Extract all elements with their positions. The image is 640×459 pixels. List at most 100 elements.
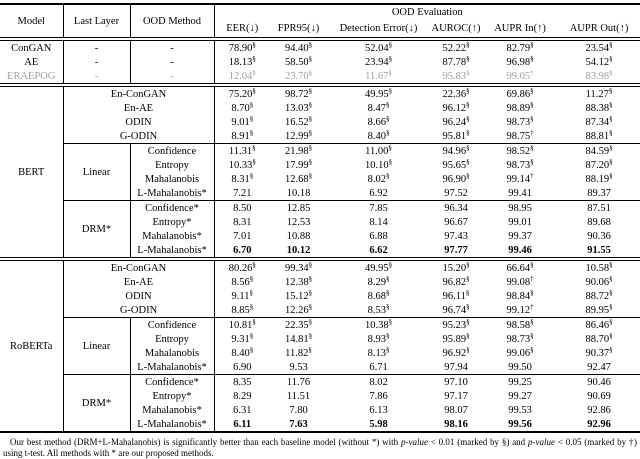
value-cell: 6.13 — [369, 404, 388, 416]
value-cell: 21.98§ — [270, 143, 327, 158]
method-cell: L-Mahalanobis* — [130, 417, 215, 432]
value-cell: 95.65§ — [442, 158, 470, 171]
value-cell: 87.51 — [558, 200, 640, 215]
value-cell: 78.90§ — [228, 40, 256, 54]
value-cell: 6.11 — [233, 418, 252, 430]
col-header-ood-method: OOD Method — [130, 4, 215, 38]
method-cell: En-ConGAN — [63, 86, 215, 101]
method-cell: En-AE — [63, 275, 215, 289]
header-divider — [0, 37, 640, 41]
col-header-aupr-out: AUPR Out(↑) — [569, 22, 629, 34]
value-cell: 11.67§ — [365, 69, 392, 82]
value-cell: 98.95 — [482, 200, 558, 215]
value-cell: 6.70 — [233, 244, 252, 256]
value-cell: 10.12 — [286, 244, 311, 256]
value-cell: 86.46§ — [558, 317, 640, 332]
value-cell: 12.38§ — [284, 275, 313, 288]
value-cell: 8.50 — [214, 200, 270, 215]
table-row: Mahalanobis* 6.31 7.80 6.13 98.07 99.53 92.86 — [0, 403, 640, 417]
value-cell: 96.67 — [444, 216, 468, 228]
value-cell: 22.36§ — [442, 86, 470, 100]
caption-segment: < 0.01 (marked by §) and — [427, 437, 529, 447]
value-cell: 98.07 — [444, 404, 468, 416]
value-cell: 82.79§ — [506, 40, 534, 54]
value-cell: 99.05† — [506, 69, 534, 82]
method-cell: Confidence* — [130, 200, 215, 215]
method-cell: Entropy — [130, 332, 215, 346]
value-cell: 92.47 — [587, 361, 611, 373]
value-cell: 95.81§ — [442, 129, 470, 142]
value-cell: 96.24§ — [442, 115, 470, 128]
col-header-model: Model — [0, 4, 64, 38]
method-cell: - — [130, 55, 215, 69]
value-cell: 7.01 — [233, 230, 252, 242]
value-cell: 97.17 — [444, 390, 468, 402]
method-cell: - — [130, 69, 215, 84]
value-cell: 97.52 — [444, 187, 468, 199]
header-divider-line — [0, 37, 640, 41]
value-cell: 8.29 — [233, 390, 252, 402]
value-cell: 98.73§ — [506, 158, 534, 171]
value-cell: 10.88 — [286, 230, 311, 242]
value-cell: 89.37 — [587, 187, 611, 199]
value-cell: 99.12† — [506, 303, 534, 316]
value-cell: 11.51 — [286, 390, 311, 402]
value-cell: 88.81§ — [585, 129, 613, 142]
value-cell: 99.34§ — [284, 260, 313, 274]
value-cell: 9.53 — [289, 361, 308, 373]
value-cell: 88.19§ — [585, 172, 613, 185]
value-cell: 14.81§ — [284, 332, 313, 345]
value-cell: 99.08† — [506, 275, 534, 288]
value-cell: 8.31 — [233, 216, 252, 228]
value-cell: 96.98§ — [506, 55, 534, 68]
method-cell: En-ConGAN — [63, 260, 215, 275]
value-cell: 8.14 — [369, 216, 388, 228]
value-cell: 11.76 — [270, 374, 327, 389]
value-cell: 11.31§ — [214, 143, 270, 158]
value-cell: 12.68§ — [284, 172, 313, 185]
value-cell: 23.94§ — [364, 55, 393, 68]
value-cell: 23.54§ — [585, 40, 613, 54]
table-row: L-Mahalanobis* 6.11 7.63 5.98 98.16 99.56 92.9… — [0, 417, 640, 432]
value-cell: 75.20§ — [228, 86, 256, 100]
value-cell: 97.43 — [444, 230, 468, 242]
table-row: L-Mahalanobis* 7.21 10.18 6.92 97.52 99.41 89.… — [0, 186, 640, 201]
value-cell: 66.64§ — [506, 260, 534, 274]
value-cell: 6.71 — [369, 361, 388, 373]
value-cell: 8.02 — [327, 374, 430, 389]
value-cell: 10.58§ — [585, 260, 613, 274]
model-cell: ERAEPOG — [0, 69, 64, 84]
method-cell: ODIN — [63, 115, 215, 129]
value-cell: 99.14† — [506, 172, 534, 185]
value-cell: 98.16 — [444, 418, 468, 430]
method-cell: Confidence — [130, 317, 215, 332]
table-row: Mahalanobis 8.31§ 12.68§ 8.02§ 96.90§ 99.14† 8… — [0, 172, 640, 186]
value-cell: 52.22§ — [442, 40, 470, 54]
value-cell: 94.40§ — [284, 40, 313, 54]
section-divider — [0, 83, 640, 87]
value-cell: 8.85§ — [231, 303, 254, 316]
table-row: BERT En-ConGAN 75.20§ 98.72§ 49.95§ 22.36§ 69.… — [0, 86, 640, 258]
method-cell: Confidence — [130, 143, 215, 158]
value-cell: 8.66§ — [367, 115, 390, 128]
value-cell: 7.63 — [289, 418, 308, 430]
value-cell: 8.02§ — [367, 172, 390, 185]
col-header-eer: EER(↓) — [226, 22, 259, 34]
table-row: ODIN 9.01§ 16.52§ 8.66§ 96.24§ 98.73§ 87.34§ — [0, 115, 640, 129]
value-cell: 97.94 — [444, 361, 468, 373]
value-cell: 6.90 — [233, 361, 252, 373]
value-cell: 96.74§ — [442, 303, 470, 316]
value-cell: 99.06§ — [506, 346, 534, 359]
value-cell: 6.62 — [369, 244, 388, 256]
table-row: G-ODIN 8.85§ 12.26§ 8.53§ 96.74§ 99.12† 89.95§ — [0, 303, 640, 318]
table-row: En-AE 8.70§ 13.03§ 8.47§ 96.12§ 98.89§ 88.38§ — [0, 101, 640, 115]
method-cell: - — [130, 40, 215, 55]
method-cell: En-AE — [63, 101, 215, 115]
section-divider-line — [0, 257, 640, 261]
caption-segment: Our best method (DRM+L-Mahalanobis) is s… — [10, 437, 401, 447]
method-cell: ODIN — [63, 289, 215, 303]
value-cell: 11.82§ — [285, 346, 312, 359]
table-row: Mahalanobis 8.40§ 11.82§ 8.13§ 96.92§ 99.06§ 9… — [0, 346, 640, 360]
method-cell: Entropy* — [130, 389, 215, 403]
method-cell: Mahalanobis* — [130, 229, 215, 243]
